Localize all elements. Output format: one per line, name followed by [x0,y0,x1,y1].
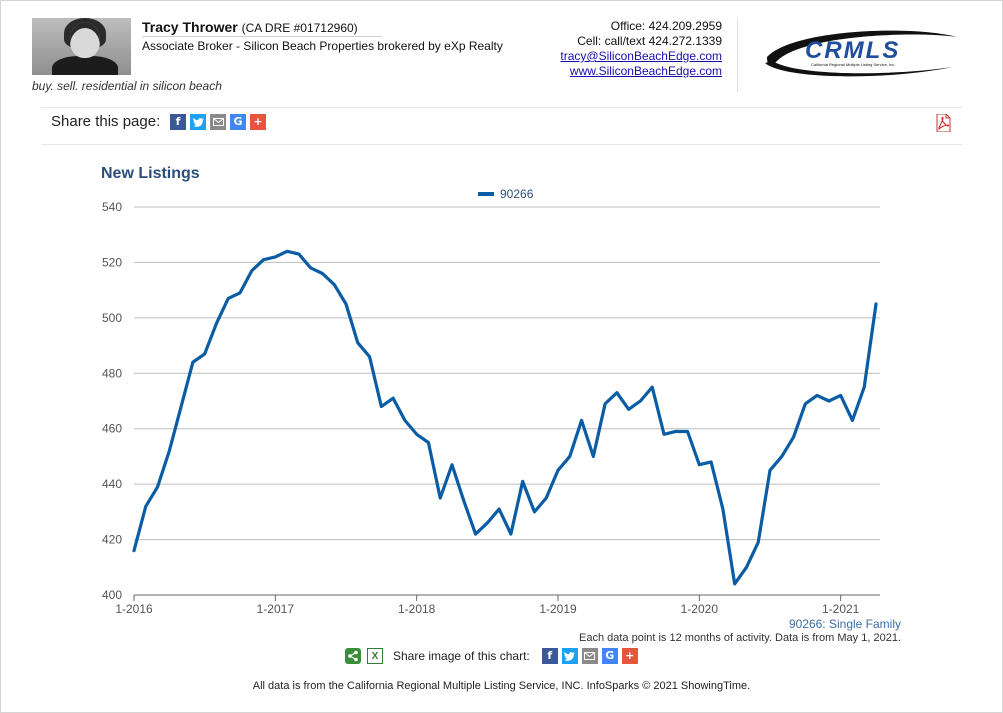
y-tick-label: 400 [102,588,122,602]
chart-footnote: Each data point is 12 months of activity… [578,632,901,644]
share-page-icons: f G + [170,114,266,130]
share-chart-icon[interactable] [345,648,361,664]
x-tick-label: 1-2018 [398,602,436,616]
data-source-note: All data is from the California Regional… [252,680,751,692]
website-link[interactable]: www.SiliconBeachEdge.com [569,64,722,78]
y-tick-label: 440 [102,477,122,491]
chart-title: New Listings [101,165,200,182]
agent-title: Associate Broker - Silicon Beach Propert… [142,39,503,53]
crmls-logo-text: CRMLS [805,37,900,64]
email-icon[interactable] [210,114,226,130]
y-tick-label: 420 [102,533,122,547]
y-tick-label: 480 [102,366,122,380]
office-phone: Office: 424.209.2959 [610,19,722,33]
share-page-label: Share this page: [51,113,161,130]
x-tick-label: 1-2020 [681,602,719,616]
header-divider [737,18,738,92]
plus-icon[interactable]: + [621,648,638,664]
agent-tagline: buy. sell. residential in silicon beach [32,79,222,93]
x-tick-label: 1-2019 [539,602,577,616]
x-tick-label: 1-2021 [822,602,860,616]
agent-dre: (CA DRE #01712960) [241,21,358,35]
line-chart: 400 420 440 460 480 500 520 540 1-2016 1-2017 1-20… [102,187,880,616]
top-rule [41,107,962,108]
x-tick-label: 1-2017 [257,602,295,616]
share-image-bar: X Share image of this chart: f G + [345,648,638,664]
y-tick-label: 540 [102,200,122,214]
plus-icon[interactable]: + [250,114,266,130]
series-note: 90266: Single Family [788,617,901,631]
y-tick-label: 460 [102,422,122,436]
twitter-icon[interactable] [190,114,206,130]
legend-label: 90266 [500,187,534,201]
y-tick-label: 520 [102,255,122,269]
series-line-90266 [132,249,878,586]
facebook-icon[interactable]: f [170,114,186,130]
email-icon[interactable] [581,648,598,664]
share-image-label: Share image of this chart: [393,649,530,663]
agent-divider [142,36,382,37]
pdf-icon[interactable] [935,114,951,132]
google-icon[interactable]: G [601,648,618,664]
twitter-icon[interactable] [561,648,578,664]
crmls-logo-subtext: California Regional Multiple Listing Ser… [811,62,895,67]
google-icon[interactable]: G [230,114,246,130]
agent-name-text: Tracy Thrower [142,19,238,35]
y-tick-label: 500 [102,311,122,325]
x-tick-label: 1-2016 [115,602,153,616]
email-link[interactable]: tracy@SiliconBeachEdge.com [560,49,722,63]
facebook-icon[interactable]: f [541,648,558,664]
agent-photo [32,18,131,75]
contact-block: Office: 424.209.2959 Cell: call/text 424… [560,19,722,79]
share-rule [41,144,962,145]
crmls-logo: CRMLS California Regional Multiple Listi… [765,30,957,77]
agent-name: Tracy Thrower (CA DRE #01712960) [142,19,358,35]
excel-icon[interactable]: X [367,648,383,664]
cell-phone: Cell: call/text 424.272.1339 [577,34,722,48]
share-image-icons: f G + [541,648,638,664]
